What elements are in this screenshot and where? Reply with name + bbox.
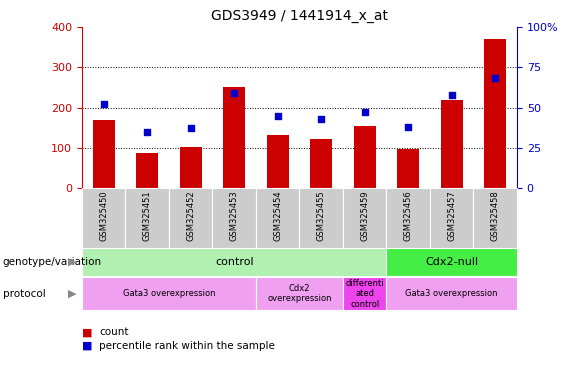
Bar bbox=[310, 139, 332, 188]
Text: Gata3 overexpression: Gata3 overexpression bbox=[406, 289, 498, 298]
Bar bbox=[430, 188, 473, 248]
Text: GSM325458: GSM325458 bbox=[491, 190, 499, 241]
Bar bbox=[386, 188, 430, 248]
Point bbox=[490, 75, 500, 81]
Text: ▶: ▶ bbox=[68, 289, 76, 299]
Point bbox=[229, 90, 238, 96]
Point bbox=[403, 124, 412, 130]
Text: GSM325452: GSM325452 bbox=[186, 190, 195, 240]
Bar bbox=[82, 248, 386, 276]
Bar bbox=[397, 149, 419, 188]
Point bbox=[273, 113, 282, 119]
Point bbox=[447, 91, 457, 98]
Text: GSM325459: GSM325459 bbox=[360, 190, 369, 240]
Bar bbox=[125, 188, 169, 248]
Text: Cdx2-null: Cdx2-null bbox=[425, 257, 479, 267]
Bar bbox=[354, 126, 376, 188]
Text: Gata3 overexpression: Gata3 overexpression bbox=[123, 289, 215, 298]
Text: protocol: protocol bbox=[3, 289, 46, 299]
Bar bbox=[180, 147, 202, 188]
Text: genotype/variation: genotype/variation bbox=[3, 257, 102, 267]
Bar bbox=[82, 277, 256, 310]
Point bbox=[360, 109, 370, 116]
Text: GSM325455: GSM325455 bbox=[317, 190, 325, 240]
Bar bbox=[212, 188, 256, 248]
Bar bbox=[256, 277, 343, 310]
Bar bbox=[256, 188, 299, 248]
Bar bbox=[299, 188, 343, 248]
Bar bbox=[93, 120, 115, 188]
Text: GSM325450: GSM325450 bbox=[99, 190, 108, 240]
Text: ▶: ▶ bbox=[68, 257, 76, 267]
Text: GSM325457: GSM325457 bbox=[447, 190, 456, 241]
Text: differenti
ated
control: differenti ated control bbox=[345, 279, 384, 309]
Title: GDS3949 / 1441914_x_at: GDS3949 / 1441914_x_at bbox=[211, 9, 388, 23]
Text: control: control bbox=[215, 257, 254, 267]
Text: GSM325453: GSM325453 bbox=[230, 190, 238, 241]
Bar bbox=[484, 39, 506, 188]
Text: ■: ■ bbox=[82, 341, 93, 351]
Point bbox=[316, 116, 325, 122]
Text: percentile rank within the sample: percentile rank within the sample bbox=[99, 341, 275, 351]
Bar bbox=[169, 188, 212, 248]
Bar bbox=[386, 277, 517, 310]
Text: count: count bbox=[99, 327, 128, 337]
Bar bbox=[343, 277, 386, 310]
Text: GSM325451: GSM325451 bbox=[143, 190, 151, 240]
Text: GSM325454: GSM325454 bbox=[273, 190, 282, 240]
Bar bbox=[223, 86, 245, 188]
Bar bbox=[136, 153, 158, 188]
Point bbox=[99, 101, 108, 108]
Bar bbox=[441, 100, 463, 188]
Text: GSM325456: GSM325456 bbox=[404, 190, 412, 241]
Point bbox=[186, 126, 195, 132]
Bar bbox=[343, 188, 386, 248]
Bar bbox=[267, 134, 289, 188]
Text: Cdx2
overexpression: Cdx2 overexpression bbox=[267, 284, 332, 303]
Bar bbox=[386, 248, 517, 276]
Bar bbox=[473, 188, 517, 248]
Bar bbox=[82, 188, 125, 248]
Text: ■: ■ bbox=[82, 327, 93, 337]
Point bbox=[142, 129, 151, 135]
